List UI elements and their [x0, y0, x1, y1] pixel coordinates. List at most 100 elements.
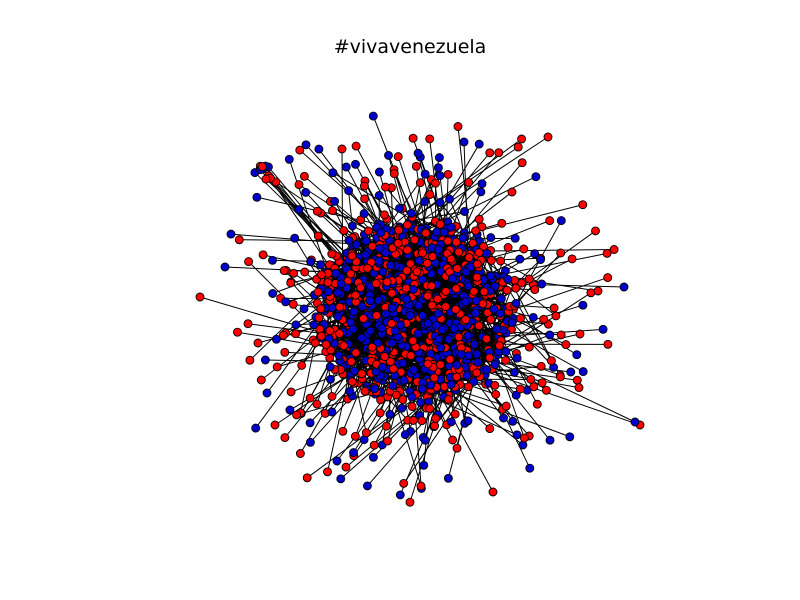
- graph-node: [598, 324, 608, 334]
- graph-node: [495, 308, 505, 318]
- graph-node: [443, 169, 453, 179]
- graph-node: [365, 296, 375, 306]
- graph-node: [299, 171, 309, 181]
- graph-node: [436, 360, 445, 370]
- graph-node: [327, 407, 337, 417]
- graph-node: [528, 312, 538, 322]
- graph-node: [482, 248, 492, 258]
- graph-node: [555, 372, 565, 382]
- graph-node: [536, 255, 545, 265]
- graph-node: [367, 342, 377, 352]
- graph-node: [310, 338, 320, 348]
- graph-node: [433, 308, 443, 318]
- graph-node: [314, 144, 324, 154]
- graph-node: [351, 348, 361, 358]
- graph-node: [536, 361, 546, 371]
- graph-node: [502, 285, 512, 295]
- graph-node: [496, 294, 506, 304]
- graph-node: [485, 353, 495, 363]
- graph-node: [408, 336, 418, 346]
- graph-node: [361, 236, 371, 246]
- graph-node: [299, 304, 309, 314]
- graph-node: [603, 339, 613, 349]
- graph-node: [511, 298, 521, 308]
- graph-node: [387, 288, 397, 298]
- graph-node: [561, 340, 571, 350]
- graph-node: [260, 355, 270, 365]
- graph-node: [427, 281, 436, 291]
- graph-node: [575, 329, 585, 339]
- graph-node: [335, 302, 345, 312]
- graph-node: [433, 163, 443, 173]
- graph-node: [258, 250, 268, 260]
- graph-node: [524, 274, 534, 284]
- graph-node: [420, 435, 430, 445]
- graph-node: [347, 377, 357, 387]
- graph-node: [271, 334, 281, 344]
- graph-node: [460, 207, 469, 216]
- graph-node: [470, 339, 479, 349]
- graph-node: [507, 187, 517, 197]
- graph-node: [423, 359, 433, 369]
- graph-node: [423, 318, 433, 328]
- graph-node: [609, 245, 619, 254]
- graph-node: [445, 194, 455, 204]
- graph-node: [431, 178, 440, 188]
- graph-node: [351, 240, 361, 250]
- graph-node: [464, 253, 474, 262]
- nodes-layer: [195, 111, 645, 507]
- graph-node: [406, 351, 416, 361]
- graph-node: [389, 169, 399, 179]
- graph-node: [452, 264, 462, 273]
- graph-node: [469, 286, 479, 296]
- graph-node: [491, 324, 501, 334]
- graph-node: [381, 248, 390, 258]
- graph-node: [444, 395, 453, 404]
- graph-node: [257, 162, 267, 172]
- graph-node: [376, 395, 386, 405]
- graph-node: [565, 432, 575, 442]
- graph-node: [417, 384, 427, 394]
- graph-node: [532, 399, 542, 409]
- edge: [393, 173, 422, 231]
- graph-node: [425, 404, 435, 413]
- graph-node: [425, 190, 435, 200]
- edge: [464, 292, 592, 376]
- graph-node: [339, 341, 349, 351]
- graph-node: [407, 402, 417, 411]
- graph-node: [630, 417, 640, 427]
- graph-node: [414, 300, 424, 310]
- graph-node: [371, 279, 381, 289]
- graph-node: [291, 320, 301, 330]
- graph-node: [405, 497, 415, 507]
- graph-node: [519, 433, 529, 443]
- graph-node: [261, 174, 271, 184]
- graph-node: [513, 142, 523, 152]
- graph-node: [501, 401, 511, 411]
- graph-node: [400, 430, 410, 440]
- graph-node: [435, 171, 445, 181]
- graph-node: [491, 389, 501, 399]
- graph-node: [472, 272, 482, 282]
- graph-node: [288, 299, 298, 309]
- graph-node: [387, 338, 397, 348]
- graph-node: [519, 244, 529, 254]
- graph-node: [459, 137, 469, 147]
- graph-node: [402, 266, 412, 276]
- graph-node: [472, 349, 482, 359]
- graph-node: [515, 254, 525, 264]
- graph-node: [338, 426, 348, 436]
- graph-node: [413, 329, 423, 338]
- graph-node: [488, 487, 498, 497]
- graph-node: [393, 152, 403, 162]
- graph-node: [394, 225, 404, 235]
- graph-node: [454, 247, 464, 257]
- graph-node: [426, 380, 436, 390]
- graph-node: [477, 222, 487, 232]
- graph-node: [284, 154, 294, 164]
- graph-node: [551, 311, 561, 321]
- graph-node: [469, 377, 479, 387]
- graph-node: [464, 177, 474, 187]
- graph-node: [256, 375, 266, 385]
- graph-node: [448, 435, 458, 445]
